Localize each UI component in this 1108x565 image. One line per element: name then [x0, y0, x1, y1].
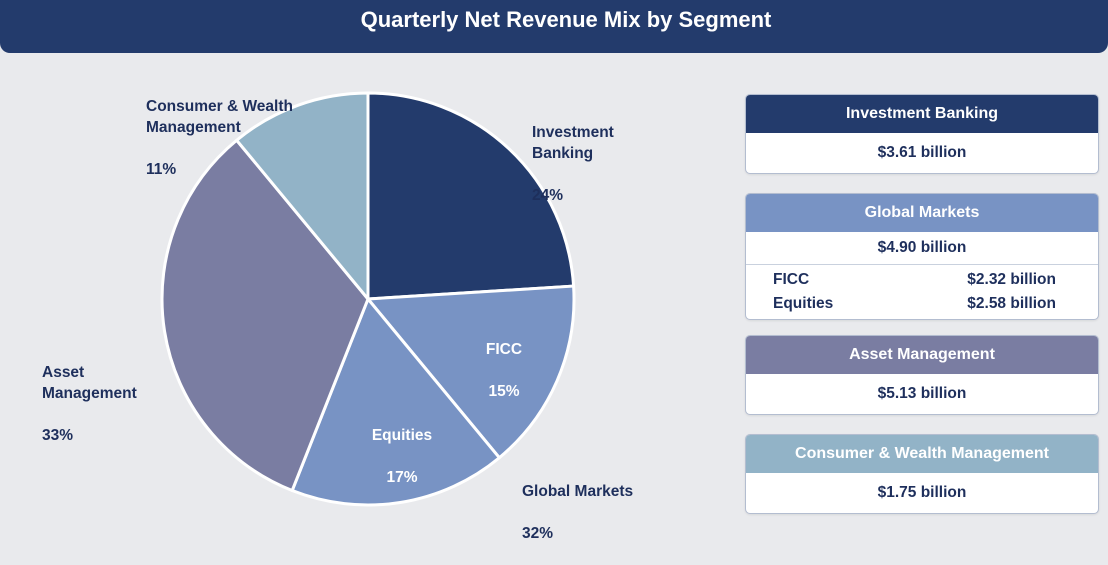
breakdown-label: FICC	[773, 271, 810, 288]
label-ficc: FICC 15%	[485, 341, 523, 400]
card-asset-management: Asset Management $5.13 billion	[745, 335, 1099, 415]
label-equities: Equities 17%	[371, 427, 433, 486]
breakdown-value: $2.32 billion	[967, 271, 1056, 288]
label-consumer-wealth: Consumer & Wealth Management 11%	[146, 98, 293, 178]
pie-divider-ficc-equities	[367, 298, 500, 459]
card-title: Investment Banking	[746, 95, 1098, 133]
pie-slice-investment-banking	[366, 91, 576, 301]
title-bar: Quarterly Net Revenue Mix by Segment	[0, 0, 1108, 53]
breakdown-label: Equities	[773, 295, 834, 312]
card-breakdown: FICC $2.32 billion Equities $2.58 billio…	[746, 264, 1098, 319]
breakdown-row-ficc: FICC $2.32 billion	[773, 268, 1056, 292]
chart-title: Quarterly Net Revenue Mix by Segment	[360, 6, 772, 32]
card-value: $5.13 billion	[877, 385, 967, 402]
card-value: $1.75 billion	[877, 484, 967, 501]
card-investment-banking: Investment Banking $3.61 billion	[745, 94, 1099, 174]
card-title: Consumer & Wealth Management	[746, 435, 1098, 473]
card-global-markets: Global Markets $4.90 billion FICC $2.32 …	[745, 193, 1099, 320]
pie-slice-equities	[290, 297, 501, 507]
label-global-markets: Global Markets 32%	[522, 483, 634, 542]
pie-slice-ficc	[366, 284, 576, 460]
card-title: Asset Management	[746, 336, 1098, 374]
card-title: Global Markets	[746, 194, 1098, 232]
card-consumer-wealth: Consumer & Wealth Management $1.75 billi…	[745, 434, 1099, 514]
pie-chart	[160, 91, 576, 507]
label-asset-management: Asset Management 33%	[42, 364, 137, 444]
pie-slice-asset-management	[160, 138, 370, 493]
card-value: $4.90 billion	[877, 239, 967, 256]
label-investment-banking: Investment Banking 24%	[532, 124, 614, 204]
breakdown-row-equities: Equities $2.58 billion	[773, 292, 1056, 316]
pie-slice-consumer-wealth-management	[235, 91, 370, 301]
breakdown-value: $2.58 billion	[967, 295, 1056, 312]
card-value: $3.61 billion	[877, 144, 967, 161]
